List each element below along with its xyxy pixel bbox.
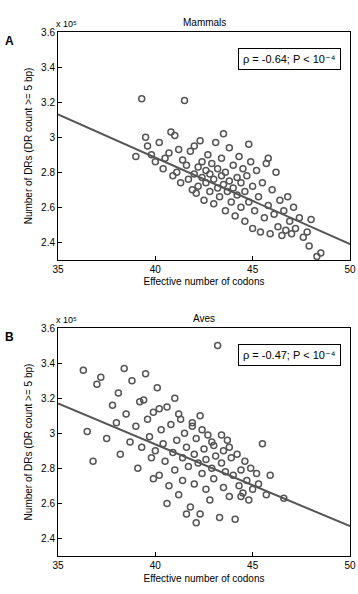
svg-text:3.6: 3.6 <box>41 27 55 38</box>
svg-text:3: 3 <box>49 428 55 439</box>
svg-text:2.6: 2.6 <box>41 202 55 213</box>
svg-text:ρ = -0.64; P < 10⁻⁴: ρ = -0.64; P < 10⁻⁴ <box>243 53 336 65</box>
svg-text:2.6: 2.6 <box>41 498 55 509</box>
svg-text:40: 40 <box>150 264 162 275</box>
svg-text:3: 3 <box>49 132 55 143</box>
svg-text:40: 40 <box>150 560 162 571</box>
svg-text:Mammals: Mammals <box>183 17 226 28</box>
svg-text:2.8: 2.8 <box>41 463 55 474</box>
svg-text:Number of DRs (DR count >= 5 b: Number of DRs (DR count >= 5 bp) <box>23 68 34 225</box>
svg-text:3.4: 3.4 <box>41 358 55 369</box>
svg-text:3.2: 3.2 <box>41 393 55 404</box>
svg-text:x 10⁵: x 10⁵ <box>56 315 77 325</box>
svg-text:B: B <box>5 330 14 344</box>
svg-text:x 10⁵: x 10⁵ <box>56 19 77 29</box>
svg-text:Aves: Aves <box>193 313 215 324</box>
svg-text:2.4: 2.4 <box>41 533 55 544</box>
svg-text:3.6: 3.6 <box>41 323 55 334</box>
svg-text:50: 50 <box>344 560 356 571</box>
svg-text:35: 35 <box>52 264 64 275</box>
svg-text:A: A <box>5 34 14 48</box>
svg-text:2.8: 2.8 <box>41 167 55 178</box>
svg-text:Number of DRs (DR count >= 5 b: Number of DRs (DR count >= 5 bp) <box>23 364 34 521</box>
svg-text:Effective number of codons: Effective number of codons <box>144 276 265 287</box>
svg-text:45: 45 <box>247 264 259 275</box>
svg-text:3.4: 3.4 <box>41 62 55 73</box>
svg-text:Effective number of codons: Effective number of codons <box>144 573 265 584</box>
svg-text:45: 45 <box>247 560 259 571</box>
svg-text:3.2: 3.2 <box>41 97 55 108</box>
svg-text:ρ = -0.47; P < 10⁻⁴: ρ = -0.47; P < 10⁻⁴ <box>243 349 336 361</box>
svg-text:35: 35 <box>52 560 64 571</box>
svg-text:2.4: 2.4 <box>41 237 55 248</box>
svg-text:50: 50 <box>344 264 356 275</box>
